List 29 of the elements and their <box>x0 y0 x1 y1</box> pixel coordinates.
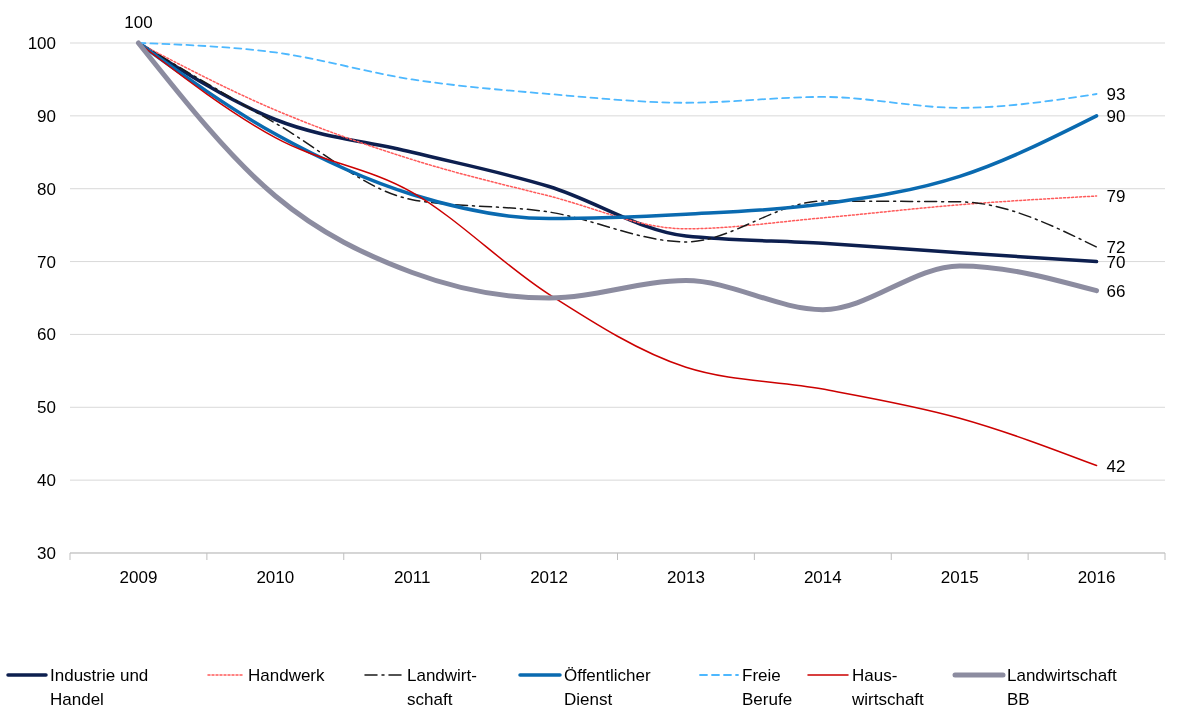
y-tick-label: 50 <box>37 398 56 418</box>
data-label: 100 <box>124 13 153 32</box>
data-label: 90 <box>1106 106 1126 126</box>
data-label: 66 <box>1106 281 1126 301</box>
legend-label: Industrie und Handel <box>50 666 149 709</box>
x-tick-label: 2012 <box>530 568 568 587</box>
legend-label: Freie Berufe <box>742 666 793 709</box>
data-label: 42 <box>1106 456 1126 476</box>
legend-label: Landwirtschaft BB <box>1007 666 1117 709</box>
y-tick-label: 60 <box>37 325 56 345</box>
x-tick-label: 2009 <box>119 568 158 587</box>
legend-label: Haus- wirtschaft <box>851 666 925 709</box>
data-label: 79 <box>1106 187 1126 206</box>
x-tick-label: 2014 <box>803 568 842 587</box>
data-label: 93 <box>1106 85 1126 104</box>
y-tick-label: 90 <box>37 106 56 126</box>
y-tick-label: 80 <box>37 179 56 199</box>
y-tick-label: 40 <box>37 471 56 491</box>
legend-label: Landwirt- schaft <box>407 666 477 709</box>
y-tick-label: 100 <box>27 34 56 53</box>
y-tick-label: 30 <box>37 544 56 563</box>
x-tick-label: 2011 <box>393 568 431 587</box>
y-tick-label: 70 <box>37 252 56 272</box>
legend-label: Handwerk <box>248 666 326 685</box>
x-tick-label: 2015 <box>940 568 979 587</box>
x-tick-label: 2016 <box>1077 568 1116 587</box>
x-tick-label: 2010 <box>256 568 295 587</box>
legend-label: Öffentlicher Dienst <box>564 666 651 709</box>
x-tick-label: 2013 <box>667 568 705 587</box>
